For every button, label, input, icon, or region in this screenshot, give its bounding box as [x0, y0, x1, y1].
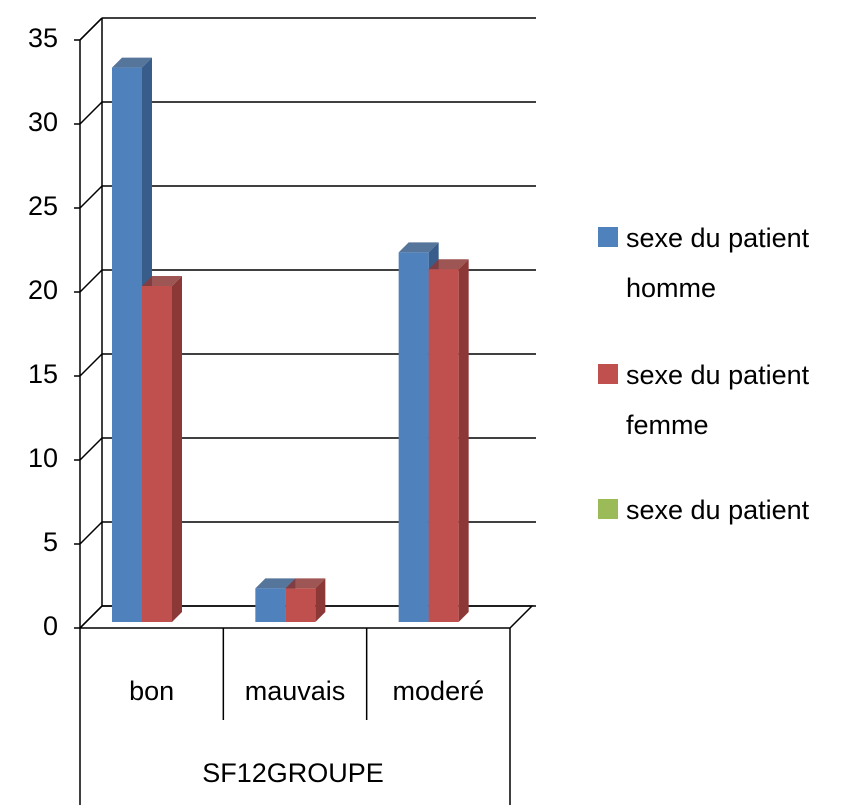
legend-swatch	[598, 499, 618, 519]
y-tick-label: 35	[28, 23, 58, 53]
y-tick-label: 25	[28, 191, 58, 221]
bar	[112, 67, 142, 623]
bar-top	[285, 578, 326, 589]
legend-swatch	[598, 227, 618, 247]
y-tick-label: 20	[28, 275, 58, 305]
bar-side	[315, 578, 326, 622]
grid-line	[79, 101, 103, 125]
bar	[398, 252, 429, 622]
grid-line	[79, 185, 103, 209]
x-tick-label: moderé	[393, 676, 485, 706]
grid-line	[79, 353, 103, 377]
legend-item: sexe du patient	[598, 485, 841, 535]
x-tick-label: bon	[129, 676, 174, 706]
y-tick-label: 10	[28, 443, 58, 473]
grid-line	[79, 437, 103, 461]
y-tick-label: 15	[28, 359, 58, 389]
legend-item: sexe du patient homme	[598, 213, 841, 313]
grid-line	[79, 521, 103, 545]
bar-top	[142, 276, 182, 286]
grid-line	[79, 269, 103, 293]
legend-label: sexe du patient	[626, 495, 810, 525]
bar-top	[112, 57, 152, 68]
bar	[285, 588, 316, 622]
bar-top	[428, 259, 469, 270]
y-tick-label: 30	[28, 107, 58, 137]
legend-label: sexe du patient homme	[626, 223, 810, 303]
bar	[428, 269, 459, 622]
y-tick-label: 5	[43, 527, 58, 557]
bar-top	[255, 578, 296, 589]
bar-side	[458, 259, 469, 622]
bar	[255, 588, 286, 622]
grid-line	[79, 605, 103, 629]
grid-line	[79, 17, 103, 41]
y-tick-label: 0	[43, 611, 58, 641]
x-tick-label: mauvais	[245, 676, 346, 706]
legend-label: sexe du patient femme	[626, 360, 810, 440]
legend-swatch	[598, 364, 618, 384]
bar	[142, 286, 172, 622]
x-axis-title: SF12GROUPE	[202, 758, 384, 788]
bar-side	[172, 276, 182, 622]
legend-item: sexe du patient femme	[598, 350, 841, 450]
bar-top	[398, 242, 439, 253]
